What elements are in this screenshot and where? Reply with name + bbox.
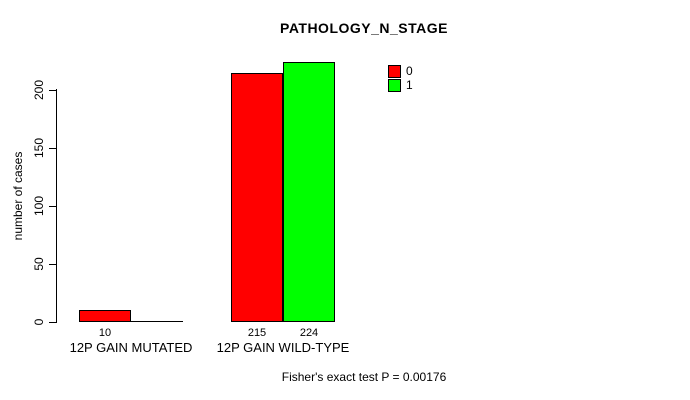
fisher-test-annotation: Fisher's exact test P = 0.00176 [281, 370, 447, 384]
bar-12p-gain-wild-type-series-0 [231, 73, 283, 322]
y-tick-label-200: 200 [32, 79, 46, 101]
y-tick-50 [49, 264, 56, 265]
y-axis-label: number of cases [11, 151, 25, 241]
y-tick-label-50: 50 [32, 257, 46, 271]
legend-label-1: 1 [406, 78, 413, 92]
legend-swatch-0 [388, 65, 401, 78]
y-tick-label-150: 150 [32, 137, 46, 159]
y-tick-100 [49, 206, 56, 207]
bar-12p-gain-mutated-series-0 [79, 310, 131, 322]
bar-value-label-12p-gain-wild-type-series-0: 215 [247, 327, 267, 339]
category-label-12p-gain-mutated: 12P GAIN MUTATED [69, 340, 193, 355]
legend-entry-1: 1 [388, 79, 413, 92]
legend-label-0: 0 [406, 64, 413, 78]
bar-12p-gain-mutated-series-1 [131, 321, 183, 322]
bar-value-label-12p-gain-mutated-series-0: 10 [98, 327, 112, 339]
bar-12p-gain-wild-type-series-1 [283, 62, 335, 322]
y-tick-0 [49, 322, 56, 323]
y-tick-label-100: 100 [32, 195, 46, 217]
y-axis-line [56, 89, 57, 323]
bar-value-label-12p-gain-wild-type-series-1: 224 [299, 327, 319, 339]
legend-swatch-1 [388, 79, 401, 92]
y-tick-200 [49, 90, 56, 91]
category-label-12p-gain-wild-type: 12P GAIN WILD-TYPE [216, 340, 350, 355]
chart-title: PATHOLOGY_N_STAGE [280, 20, 448, 36]
y-tick-label-0: 0 [32, 318, 46, 326]
legend-entry-0: 0 [388, 65, 413, 78]
y-tick-150 [49, 148, 56, 149]
